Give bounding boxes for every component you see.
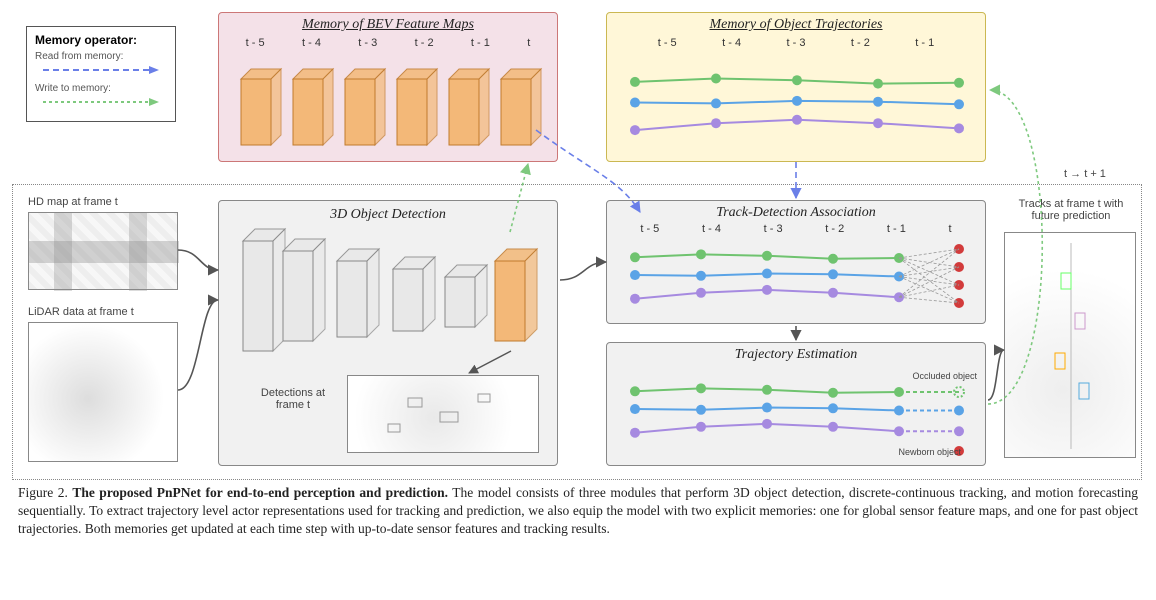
- flow-arrows: [0, 0, 1156, 480]
- diagram-stage: t → t + 1 Memory operator: Read from mem…: [0, 0, 1156, 480]
- figure-caption: Figure 2. The proposed PnPNet for end-to…: [0, 480, 1156, 539]
- caption-prefix: Figure 2.: [18, 485, 72, 500]
- caption-title: The proposed PnPNet for end-to-end perce…: [72, 485, 448, 500]
